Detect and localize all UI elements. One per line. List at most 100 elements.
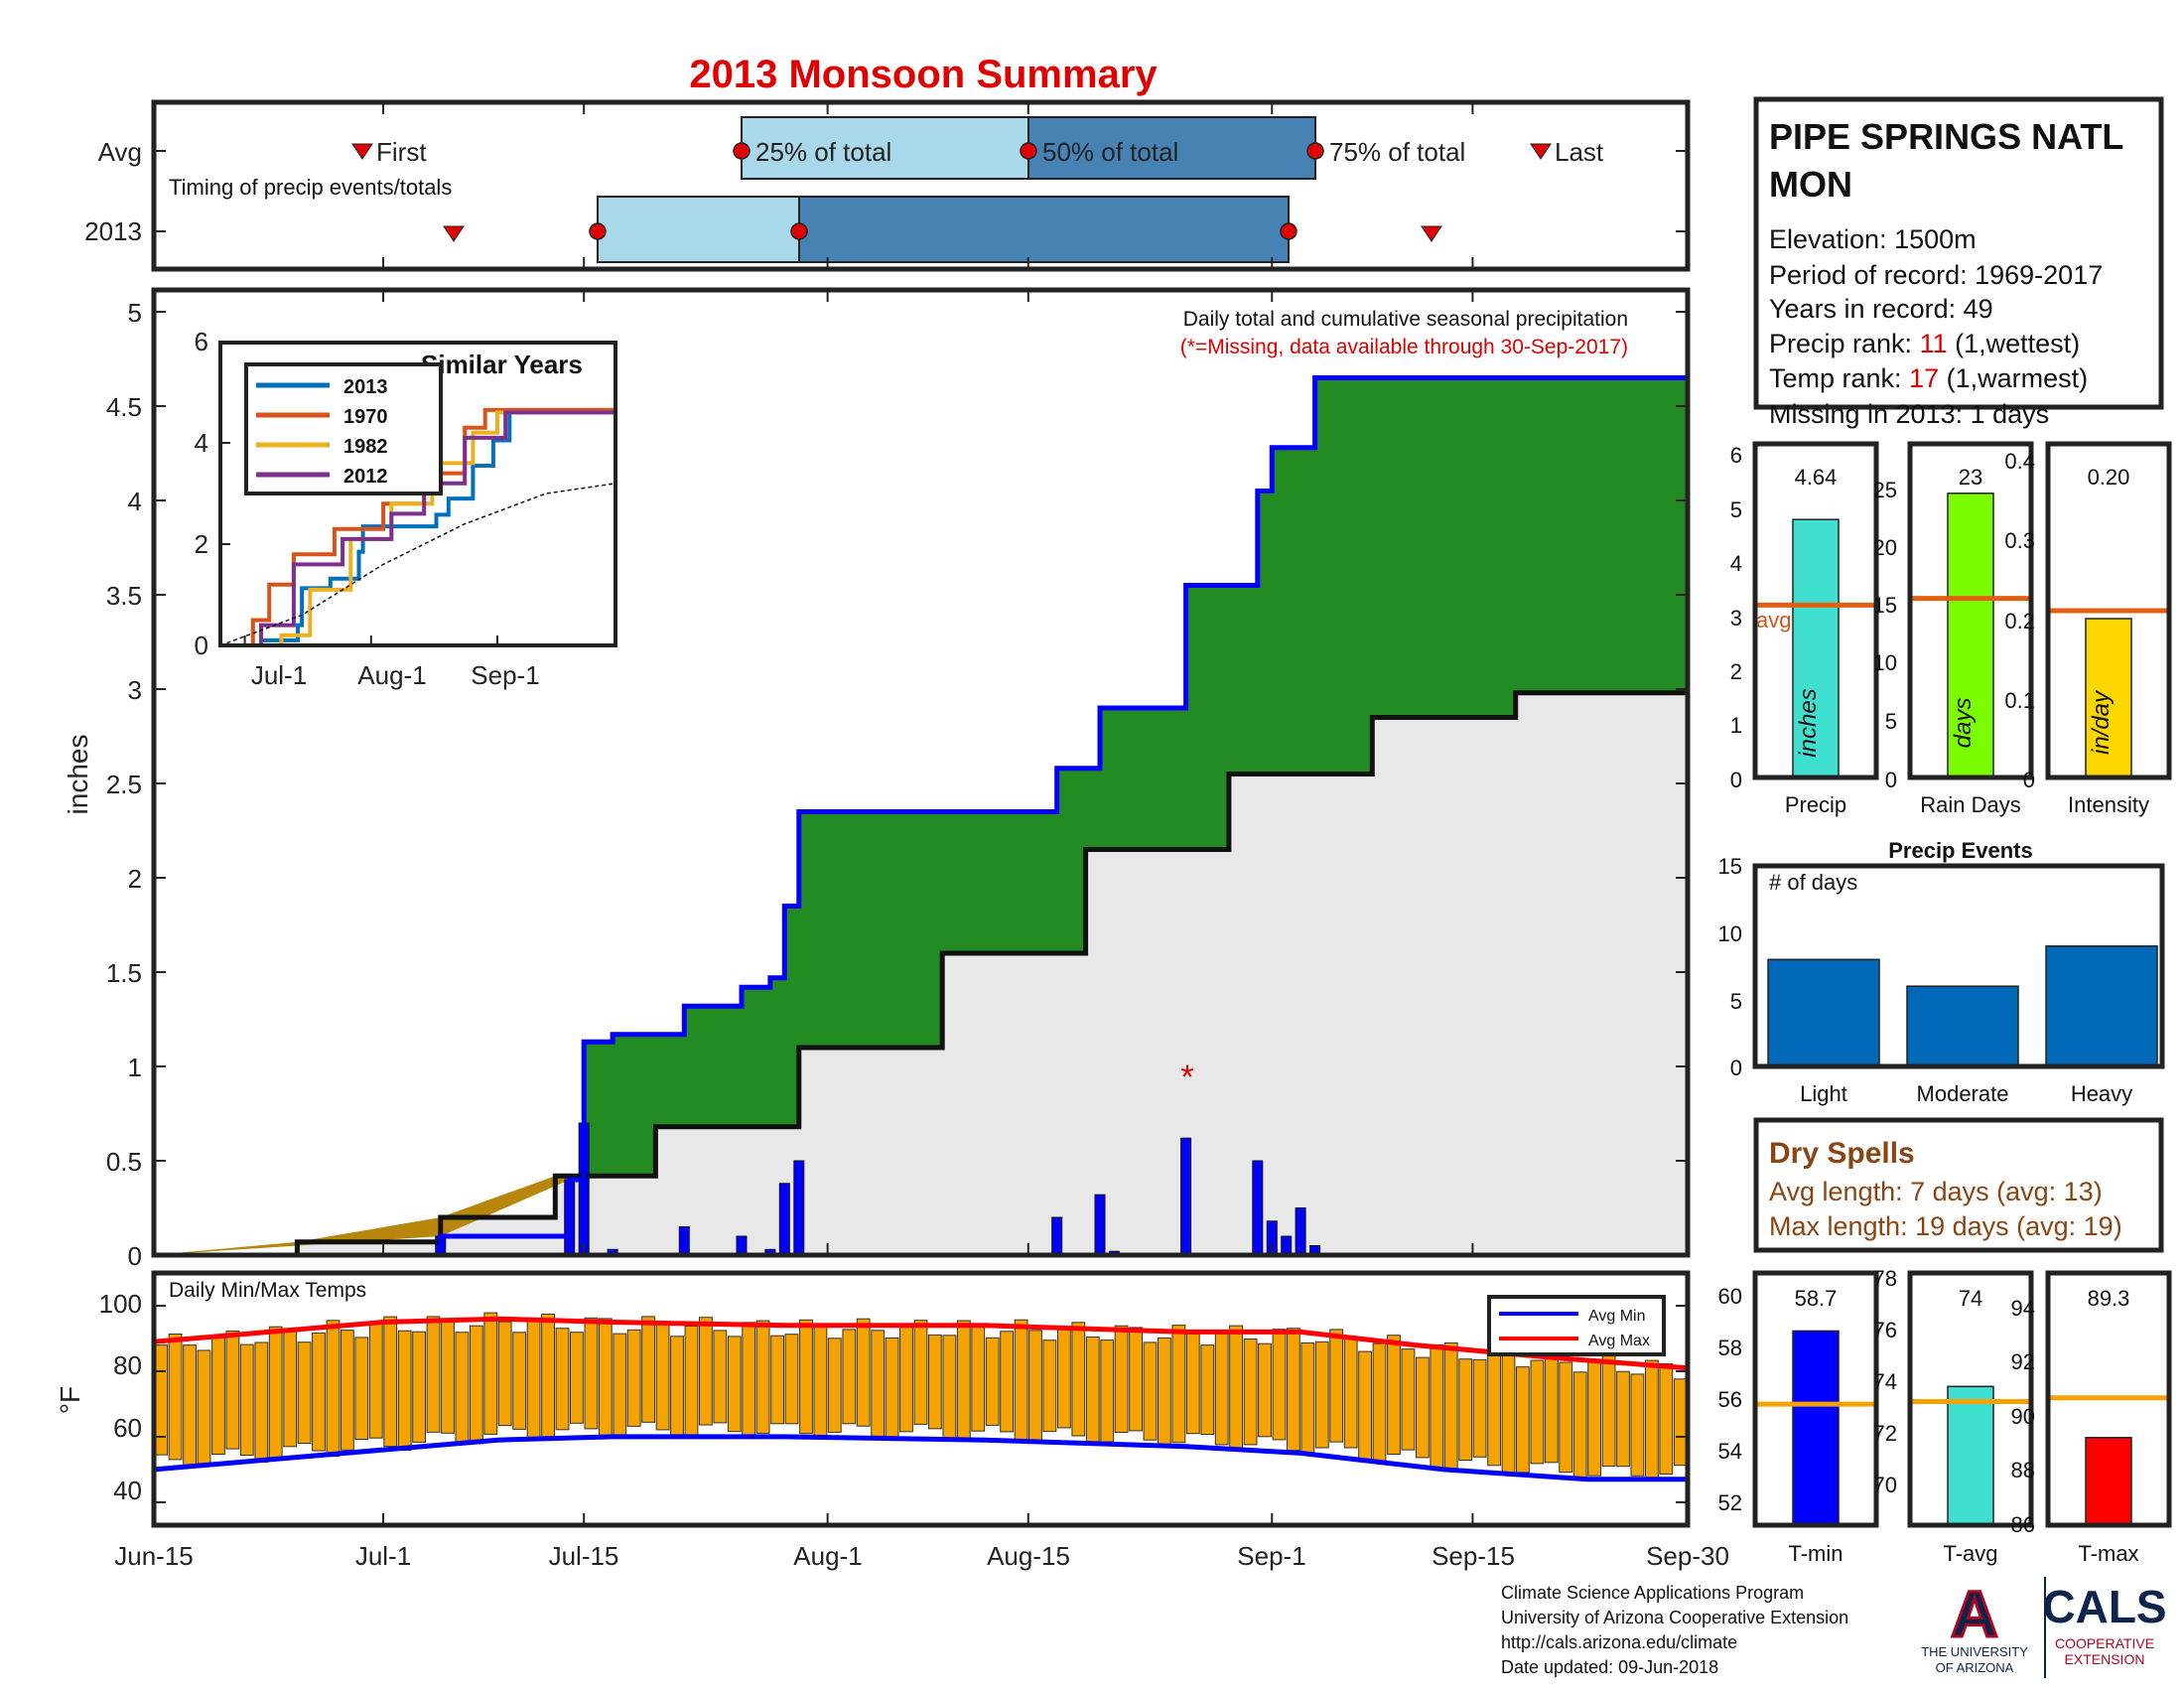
precip-avg-text: avg <box>1756 608 1791 633</box>
daily-temp-bar <box>899 1324 913 1433</box>
cals-logo: CALS <box>2042 1581 2166 1632</box>
daily-temp-bar <box>727 1336 742 1433</box>
x-tick-aug1: Aug-1 <box>793 1541 862 1571</box>
days-y-tick-15: 15 <box>1873 593 1897 618</box>
daily-temp-bar <box>1416 1356 1430 1459</box>
y-tick-4.5: 4.5 <box>106 392 142 422</box>
y-tick-0.5: 0.5 <box>106 1147 142 1177</box>
last-label: Last <box>1555 137 1604 167</box>
daily-temp-bar <box>555 1328 570 1431</box>
temp-y-tick-100: 100 <box>99 1289 142 1319</box>
footer: Climate Science Applications Program Uni… <box>1501 1583 1848 1677</box>
dry-spells-box: Dry Spells Avg length: 7 days (avg: 13) … <box>1753 1117 2164 1253</box>
precip-y-tick-5: 5 <box>1730 497 1742 522</box>
cals-sub-2: EXTENSION <box>2065 1651 2145 1667</box>
precip-y-tick-6: 6 <box>1730 443 1742 468</box>
precip-xlabel: Precip <box>1785 792 1846 817</box>
daily-temp-bar <box>1085 1337 1100 1446</box>
temp-y-tick-40: 40 <box>113 1476 142 1505</box>
inset-y-tick-4: 4 <box>195 428 208 458</box>
events-frame <box>1752 863 2165 1069</box>
daily-temp-bar <box>1659 1362 1674 1476</box>
legend-label-1982: 1982 <box>343 436 388 458</box>
daily-temp-bar <box>1329 1329 1344 1443</box>
daily-temp-bar <box>1358 1350 1372 1460</box>
daily-temp-bar <box>1272 1329 1287 1441</box>
daily-temp-bar <box>1372 1342 1387 1463</box>
events-y-tick-15: 15 <box>1718 854 1742 879</box>
p50-marker-avg <box>1020 142 1037 160</box>
daily-temp-bar <box>341 1330 354 1451</box>
daily-temp-bar <box>1028 1330 1042 1442</box>
x-tick-sep15: Sep-15 <box>1432 1541 1515 1571</box>
events-ylabel: # of days <box>1769 870 1857 895</box>
daily-temp-bar <box>985 1337 1000 1426</box>
y-tick-2: 2 <box>128 864 142 894</box>
daily-temp-bar <box>684 1326 699 1436</box>
last-marker-avg <box>1530 143 1552 160</box>
y-tick-3.5: 3.5 <box>106 581 142 611</box>
station-name-1: PIPE SPRINGS NATL <box>1769 116 2123 157</box>
daily-temp-bar <box>1645 1359 1659 1481</box>
p25-label: 25% of total <box>755 137 891 167</box>
daily-temp-bar <box>383 1316 398 1448</box>
inset-avg-line <box>219 483 616 646</box>
footer-line-1: Climate Science Applications Program <box>1501 1583 1804 1603</box>
ua-name-2: OF ARIZONA <box>1936 1660 2014 1675</box>
stat-panel-frame <box>1752 441 1879 780</box>
station-info: PIPE SPRINGS NATL MON Elevation: 1500m P… <box>1753 96 2164 429</box>
y-tick-1: 1 <box>128 1053 142 1082</box>
temp-legend <box>1487 1295 1666 1356</box>
ua-name-1: THE UNIVERSITY <box>1921 1644 2028 1659</box>
daily-temp-bar <box>799 1319 813 1435</box>
tmax-y-tick-86: 86 <box>2011 1512 2035 1537</box>
daily-temp-bar <box>1071 1322 1086 1437</box>
timing-row-2013: 2013 <box>84 216 142 246</box>
inset-x-tick-sep1: Sep-1 <box>471 660 539 690</box>
tmin-y-tick-60: 60 <box>1718 1284 1742 1309</box>
legend-label-1970: 1970 <box>343 406 388 428</box>
daily-temp-bar <box>1171 1325 1186 1444</box>
inset-title: Similar Years <box>421 350 583 379</box>
daily-precip-bar <box>1180 1137 1192 1256</box>
inset-y-tick-6: 6 <box>195 327 208 356</box>
days-y-tick-25: 25 <box>1873 478 1897 502</box>
x-tick-sep30: Sep-30 <box>1646 1541 1729 1571</box>
daily-temp-bar <box>1185 1334 1200 1435</box>
daily-temp-bar <box>497 1321 512 1427</box>
p75-marker-2013 <box>1280 222 1297 240</box>
precip-y-tick-4: 4 <box>1730 551 1742 576</box>
inset-line-2012 <box>220 407 617 647</box>
stat-panel-frame <box>1907 441 2034 780</box>
legend-label-2012: 2012 <box>343 466 388 488</box>
p25-marker-avg <box>733 142 751 160</box>
daily-precip-bar <box>778 1183 790 1256</box>
daily-temp-bar <box>168 1334 183 1461</box>
avg-min-line <box>153 1434 1688 1482</box>
p50-marker-2013 <box>790 222 808 240</box>
inset-y-tick-0: 0 <box>195 631 208 660</box>
daily-precip-bar <box>1051 1216 1063 1256</box>
events-y-tick-10: 10 <box>1718 921 1742 946</box>
daily-temp-bar <box>283 1330 298 1448</box>
last-marker-2013 <box>1421 225 1442 242</box>
daily-temp-bar <box>1673 1378 1688 1467</box>
daily-temp-bar <box>626 1329 641 1427</box>
daily-temp-bar <box>426 1316 441 1433</box>
avg-cumulative-line <box>154 664 1691 1258</box>
daily-temp-bar <box>1544 1349 1559 1464</box>
daily-temp-bar <box>784 1334 799 1425</box>
dry-spells-avg: Avg length: 7 days (avg: 13) <box>1769 1177 2103 1206</box>
daily-precip-bar <box>793 1160 805 1256</box>
daily-temp-bar <box>885 1338 899 1441</box>
events-bar-heavy <box>2045 945 2158 1067</box>
y-tick-4: 4 <box>128 487 142 516</box>
daily-temp-bar <box>254 1341 269 1463</box>
footer-line-4: Date updated: 09-Jun-2018 <box>1501 1657 1718 1677</box>
station-name-2: MON <box>1769 164 1852 205</box>
daily-temp-bar <box>956 1320 971 1441</box>
tavg-y-tick-74: 74 <box>1873 1369 1897 1394</box>
daily-temp-bar <box>326 1320 341 1458</box>
season-stat-panels <box>1752 441 2172 780</box>
daily-temp-bar <box>770 1335 785 1425</box>
